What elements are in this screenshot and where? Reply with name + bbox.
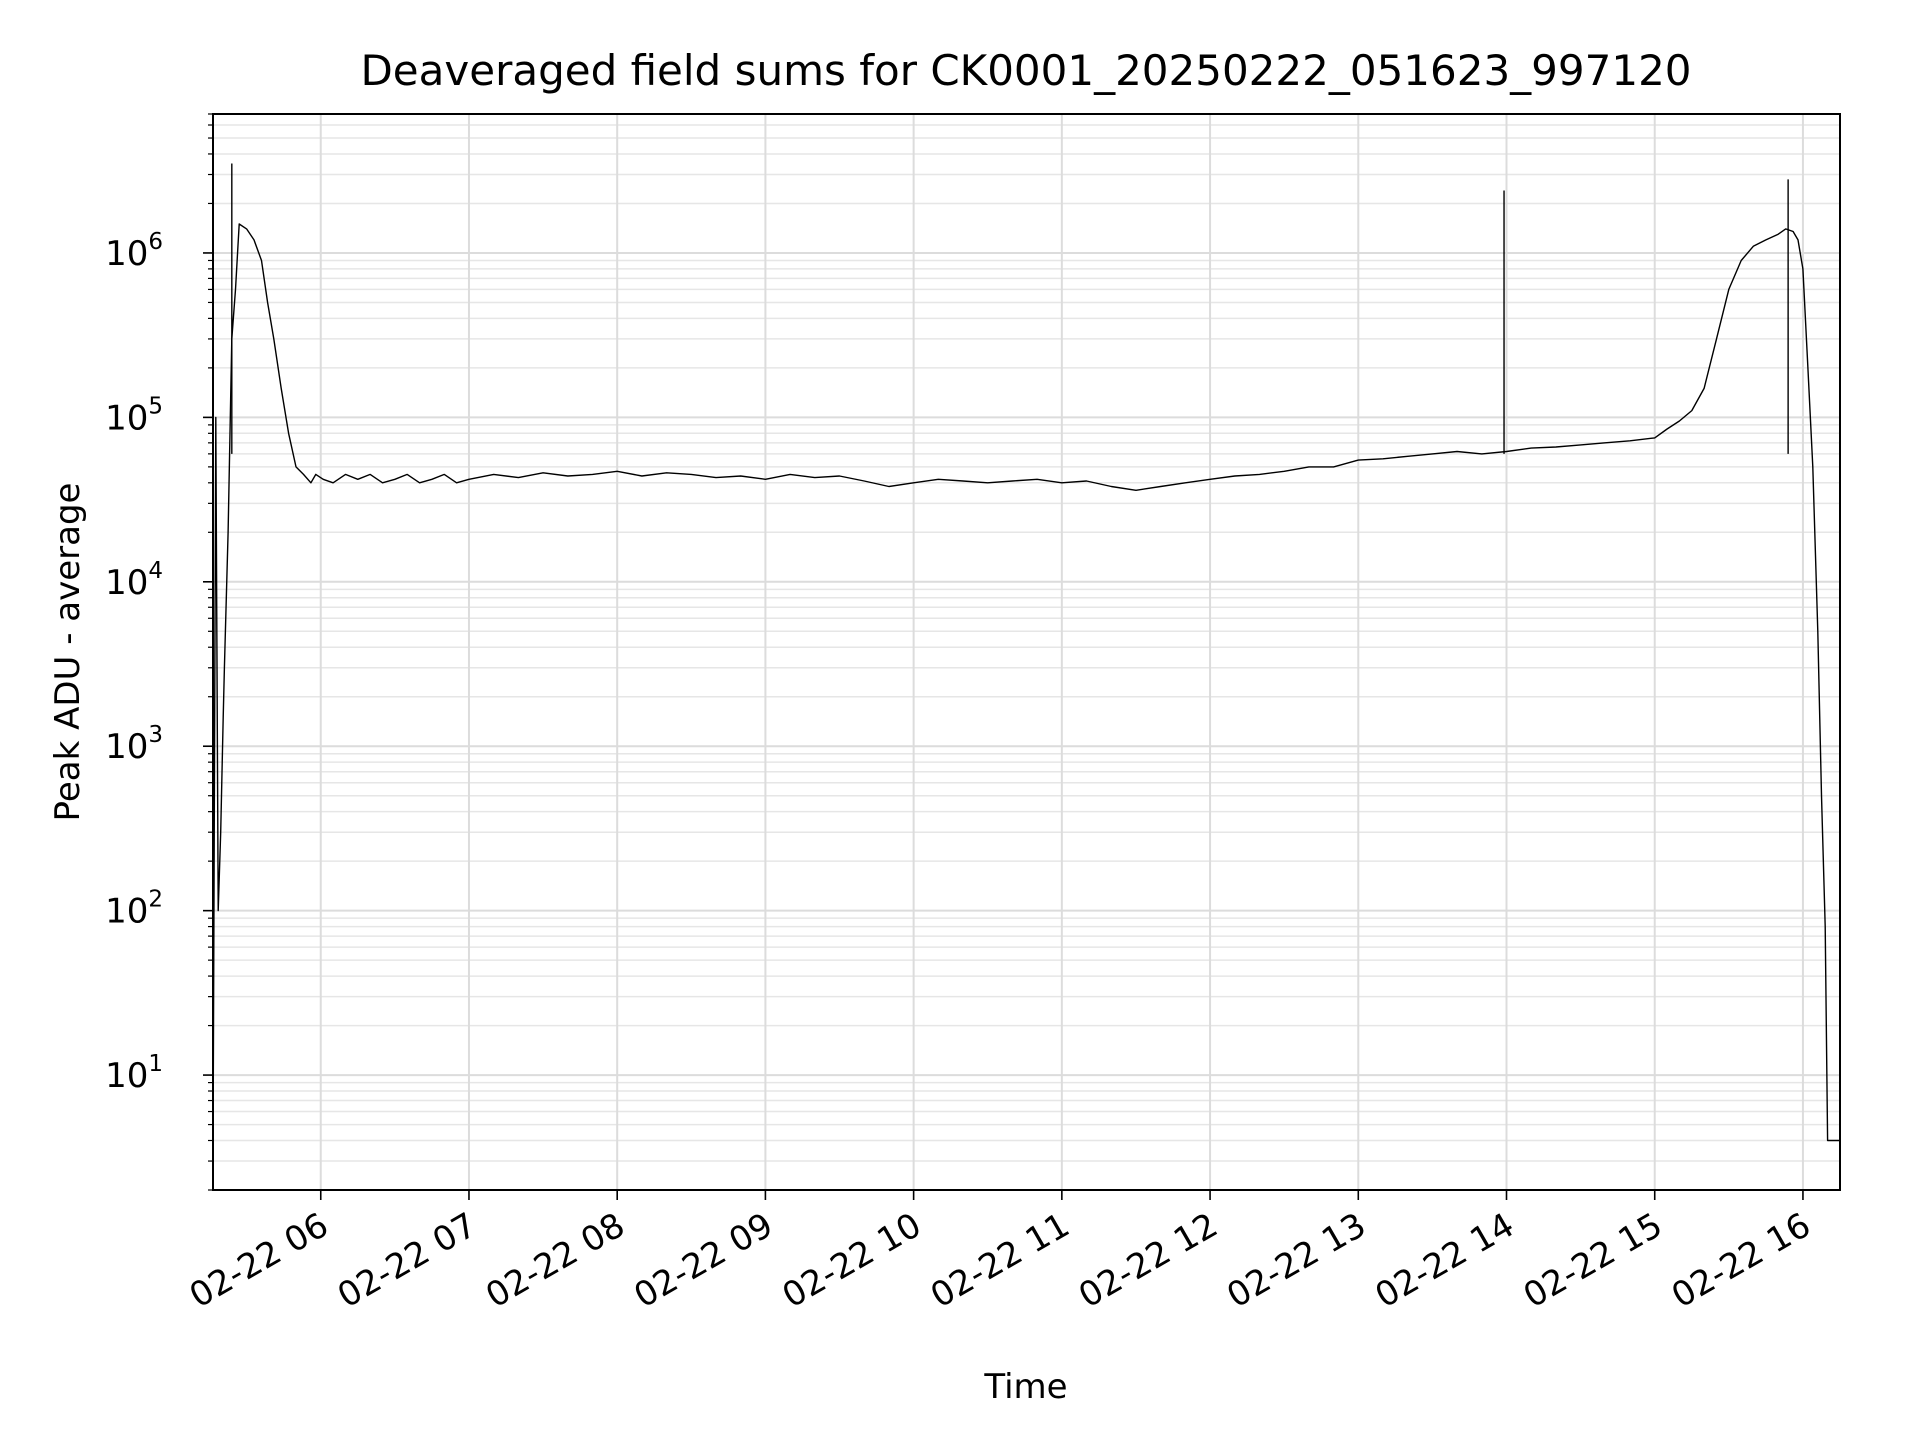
y-tick-label: 106 — [105, 229, 163, 274]
series-line — [212, 223, 1840, 1162]
series-layer — [212, 163, 1840, 1162]
y-tick-label: 102 — [105, 887, 163, 932]
y-tick-label: 104 — [105, 558, 163, 603]
y-axis-label: Peak ADU - average — [48, 483, 88, 822]
y-tick-label: 103 — [105, 722, 163, 767]
plot-frame — [212, 113, 1841, 1191]
y-tick-label: 101 — [105, 1051, 163, 1096]
chart-title: Deaveraged field sums for CK0001_2025022… — [360, 46, 1691, 95]
y-tick-label: 105 — [105, 393, 163, 438]
x-axis-label: Time — [983, 1367, 1067, 1407]
grid — [213, 113, 1840, 1191]
